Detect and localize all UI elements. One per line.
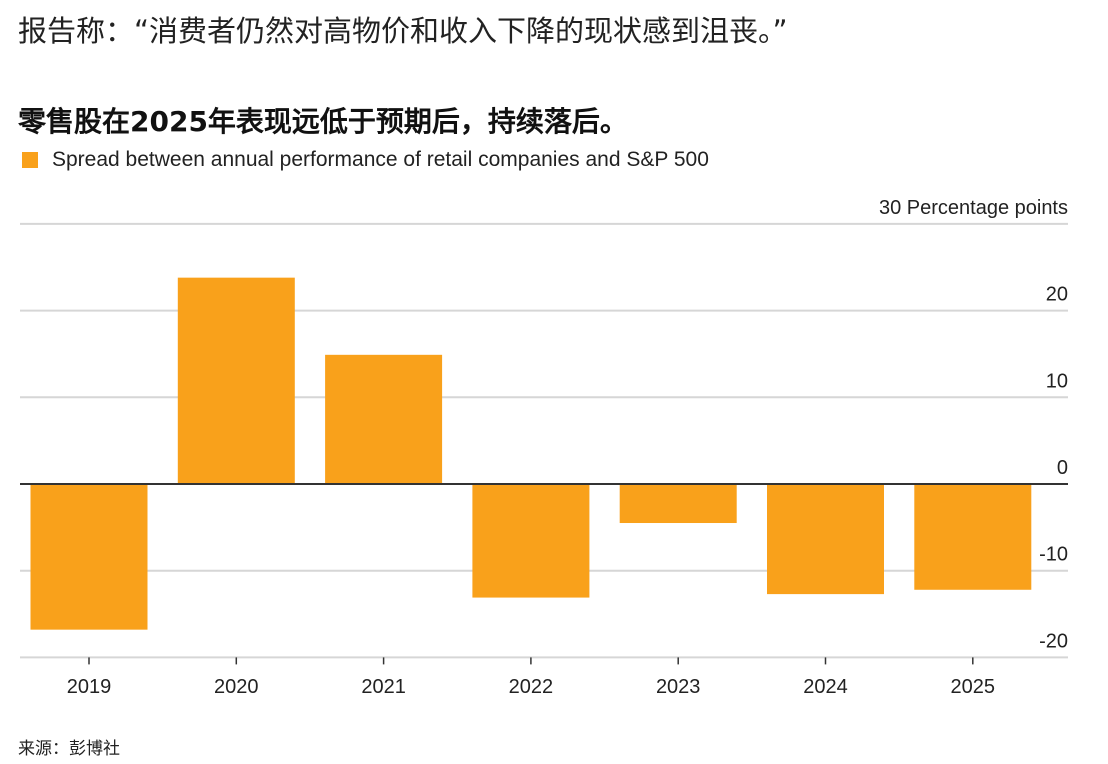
bar-2022 — [472, 484, 590, 598]
bar-2021 — [325, 354, 443, 484]
y-tick-label: 10 — [1046, 370, 1068, 392]
bar-2023 — [619, 484, 737, 524]
x-tick-label: 2024 — [803, 676, 848, 698]
legend-label: Spread between annual performance of ret… — [52, 148, 709, 171]
bar-2025 — [914, 484, 1032, 590]
y-tick-label: 20 — [1046, 284, 1068, 306]
bar-2024 — [767, 484, 884, 595]
x-tick-label: 2023 — [656, 676, 701, 698]
y-tick-label: 0 — [1057, 457, 1068, 479]
x-tick-label: 2021 — [361, 676, 406, 698]
y-tick-label: -10 — [1039, 544, 1068, 566]
legend-swatch — [22, 152, 38, 168]
x-tick-label: 2019 — [67, 676, 112, 698]
source-note: 来源：彭博社 — [18, 739, 120, 759]
x-tick-label: 2025 — [951, 676, 996, 698]
y-tick-label: 30 Percentage points — [879, 197, 1068, 219]
quote-text: 报告称：“消费者仍然对高物价和收入下降的现状感到沮丧。” — [18, 14, 788, 48]
bar-2019 — [30, 484, 148, 630]
chart-title: 零售股在2025年表现远低于预期后，持续落后。 — [18, 105, 628, 138]
y-tick-label: -20 — [1039, 630, 1068, 652]
x-tick-label: 2020 — [214, 676, 259, 698]
legend: Spread between annual performance of ret… — [22, 148, 709, 172]
bar-2020 — [177, 277, 295, 484]
x-tick-label: 2022 — [509, 676, 554, 698]
